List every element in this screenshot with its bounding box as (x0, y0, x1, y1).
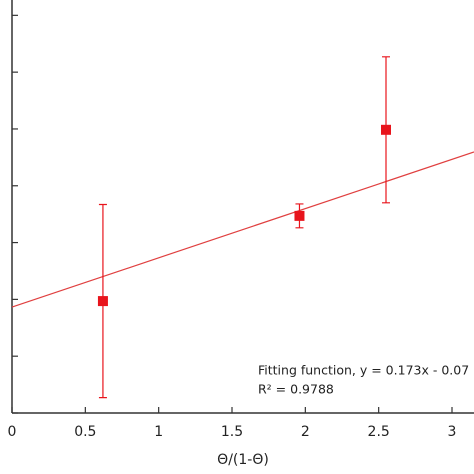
x-tick-label: 0 (8, 424, 17, 440)
x-tick-label: 1 (154, 424, 163, 440)
x-tick-label: 2.5 (368, 424, 390, 440)
x-axis-label: Θ/(1-Θ) (217, 452, 269, 468)
x-tick-label: 1.5 (221, 424, 243, 440)
point (97, 296, 108, 307)
x-tick-label: 0.5 (74, 424, 96, 440)
x-tick-label: 3 (448, 424, 457, 440)
annotation: R² = 0.9788 (258, 382, 334, 397)
fit-line (11, 151, 474, 308)
annotation: Fitting function, y = 0.173x - 0.07 (258, 363, 469, 378)
point (381, 124, 391, 135)
point (294, 210, 305, 221)
x-tick-label: 2 (301, 424, 310, 440)
